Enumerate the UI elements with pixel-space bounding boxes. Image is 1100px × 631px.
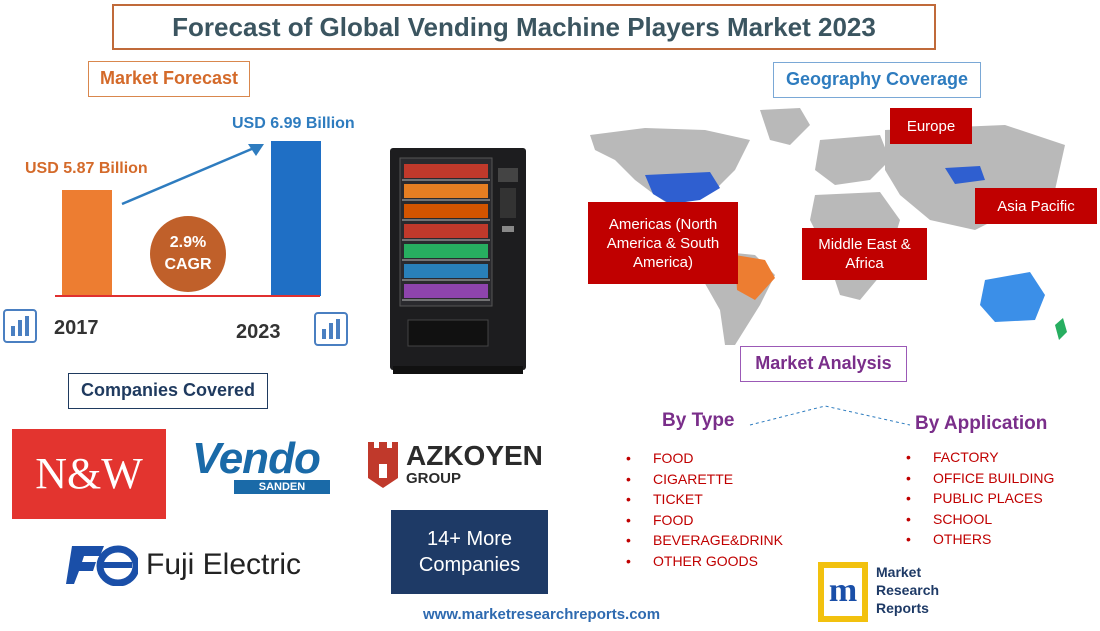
list-item: PUBLIC PLACES (906, 488, 1054, 509)
bar-2017 (62, 190, 112, 296)
brand-line2: Research (876, 582, 940, 598)
fuji-symbol-icon (66, 545, 138, 586)
bar-chart-icon (314, 312, 348, 346)
by-type-list: FOOD CIGARETTE TICKET FOOD BEVERAGE&DRIN… (626, 448, 783, 571)
market-research-reports-logo: m Market Research Reports (818, 562, 943, 624)
vendo-sub-wordmark: SANDEN (234, 480, 330, 494)
arrow-up-icon (121, 144, 264, 206)
by-application-heading: By Application (915, 413, 1048, 434)
list-item: SCHOOL (906, 509, 1054, 530)
azkoyen-wordmark: AZKOYEN (406, 440, 543, 471)
list-item: TICKET (626, 489, 783, 510)
brand-line1: Market (876, 564, 922, 580)
list-item: FOOD (626, 448, 783, 469)
azkoyen-logo: AZKOYEN GROUP (366, 436, 556, 494)
companies-covered-heading: Companies Covered (68, 373, 268, 409)
value-2023-label: USD 6.99 Billion (232, 115, 355, 132)
more-companies-line1: 14+ More (426, 528, 513, 550)
connector-lines (749, 405, 911, 426)
vending-machine-image (390, 148, 526, 374)
list-item: FOOD (626, 510, 783, 531)
value-2017-label: USD 5.87 Billion (25, 160, 148, 177)
bar-2023 (271, 141, 321, 296)
region-americas: Americas (North America & South America) (588, 202, 738, 284)
website-url[interactable]: www.marketresearchreports.com (423, 606, 661, 623)
more-companies-line2: Companies (418, 554, 521, 576)
fuji-wordmark: Fuji Electric (146, 548, 302, 581)
vendo-wordmark: Vendo (192, 434, 321, 483)
more-companies-badge: 14+ More Companies (391, 510, 548, 594)
list-item: OTHERS (906, 529, 1054, 550)
list-item: OTHER GOODS (626, 551, 783, 572)
brand-line3: Reports (876, 600, 929, 616)
vendo-logo: Vendo SANDEN (192, 434, 338, 496)
castle-icon (368, 442, 398, 488)
cagr-label: CAGR (164, 256, 212, 273)
fuji-electric-logo: Fuji Electric (66, 540, 326, 590)
market-forecast-heading: Market Forecast (88, 61, 250, 97)
page-title: Forecast of Global Vending Machine Playe… (112, 4, 936, 50)
list-item: FACTORY (906, 447, 1054, 468)
cagr-badge: 2.9% CAGR (150, 216, 226, 292)
list-item: CIGARETTE (626, 469, 783, 490)
region-middle-east-africa: Middle East & Africa (802, 228, 927, 280)
azkoyen-sub-wordmark: GROUP (406, 470, 462, 487)
geography-heading: Geography Coverage (773, 62, 981, 98)
list-item: OFFICE BUILDING (906, 468, 1054, 489)
cagr-value: 2.9% (169, 234, 207, 251)
market-analysis-heading: Market Analysis (740, 346, 907, 382)
nw-logo: N&W (12, 429, 166, 519)
region-asia-pacific: Asia Pacific (975, 188, 1097, 224)
region-europe: Europe (890, 108, 972, 144)
chart-baseline (55, 295, 320, 297)
by-application-list: FACTORY OFFICE BUILDING PUBLIC PLACES SC… (906, 447, 1054, 550)
world-map-image (590, 108, 1067, 345)
brand-logo-icon: m (818, 562, 868, 622)
year-start-label: 2017 (54, 317, 99, 339)
list-item: BEVERAGE&DRINK (626, 530, 783, 551)
year-end-label: 2023 (236, 321, 281, 343)
by-type-heading: By Type (662, 410, 735, 431)
bar-chart-icon (3, 309, 37, 343)
